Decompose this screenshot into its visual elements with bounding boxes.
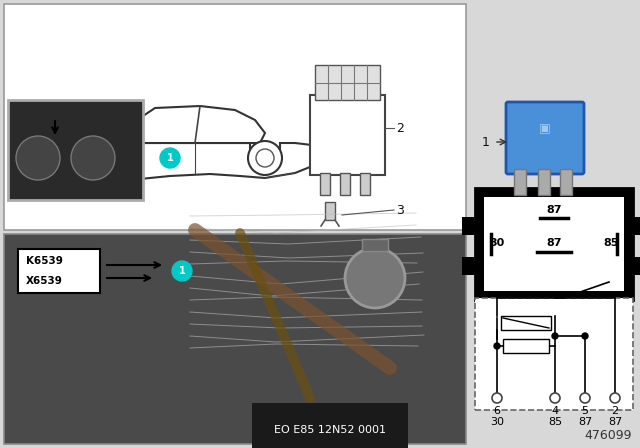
Circle shape: [160, 148, 180, 168]
Circle shape: [494, 343, 500, 349]
Text: 5: 5: [582, 406, 589, 416]
Circle shape: [71, 136, 115, 180]
Circle shape: [83, 141, 117, 175]
Bar: [362, 239, 388, 251]
Bar: [475, 298, 633, 410]
Text: 3: 3: [396, 203, 404, 216]
Bar: [310, 95, 385, 175]
Circle shape: [492, 393, 502, 403]
Bar: [8, 100, 143, 200]
Text: 85: 85: [604, 238, 619, 248]
Bar: [4, 4, 466, 230]
Text: 4: 4: [552, 406, 559, 416]
Text: 30: 30: [490, 238, 504, 248]
Bar: [320, 173, 330, 195]
Circle shape: [582, 333, 588, 339]
Circle shape: [91, 149, 109, 167]
Circle shape: [256, 149, 274, 167]
Text: EO E85 12N52 0001: EO E85 12N52 0001: [274, 425, 386, 435]
Circle shape: [552, 333, 558, 339]
Circle shape: [610, 393, 620, 403]
Text: 1: 1: [179, 266, 186, 276]
Text: X6539: X6539: [26, 276, 63, 286]
Text: 30: 30: [490, 417, 504, 427]
Text: 87: 87: [547, 205, 562, 215]
Text: 87: 87: [547, 238, 562, 248]
Bar: [475, 188, 633, 300]
Text: 85: 85: [548, 417, 562, 427]
PathPatch shape: [130, 106, 265, 143]
Text: 87: 87: [608, 417, 622, 427]
Bar: [503, 339, 549, 353]
Bar: [560, 169, 572, 195]
Circle shape: [16, 136, 60, 180]
Circle shape: [172, 261, 192, 281]
Bar: [18, 249, 100, 293]
Bar: [462, 257, 475, 275]
Text: K6539: K6539: [26, 256, 63, 266]
Bar: [325, 202, 335, 220]
Circle shape: [345, 248, 405, 308]
Text: ▣: ▣: [539, 121, 551, 134]
PathPatch shape: [55, 143, 330, 180]
Bar: [538, 169, 550, 195]
Bar: [484, 197, 624, 291]
Bar: [340, 173, 350, 195]
Bar: [315, 65, 380, 100]
Text: 6: 6: [493, 406, 500, 416]
Bar: [633, 257, 640, 275]
Text: 87: 87: [578, 417, 592, 427]
Circle shape: [550, 393, 560, 403]
Bar: [360, 173, 370, 195]
Bar: [633, 217, 640, 235]
Circle shape: [248, 141, 282, 175]
FancyBboxPatch shape: [506, 102, 584, 174]
Circle shape: [580, 393, 590, 403]
Bar: [514, 169, 526, 195]
Text: 2: 2: [611, 406, 619, 416]
Text: 476099: 476099: [584, 429, 632, 442]
Bar: [501, 316, 551, 330]
Bar: [462, 217, 475, 235]
Text: 1: 1: [166, 153, 173, 163]
Text: 1: 1: [482, 135, 490, 148]
Bar: [4, 234, 466, 444]
Text: 2: 2: [396, 121, 404, 134]
